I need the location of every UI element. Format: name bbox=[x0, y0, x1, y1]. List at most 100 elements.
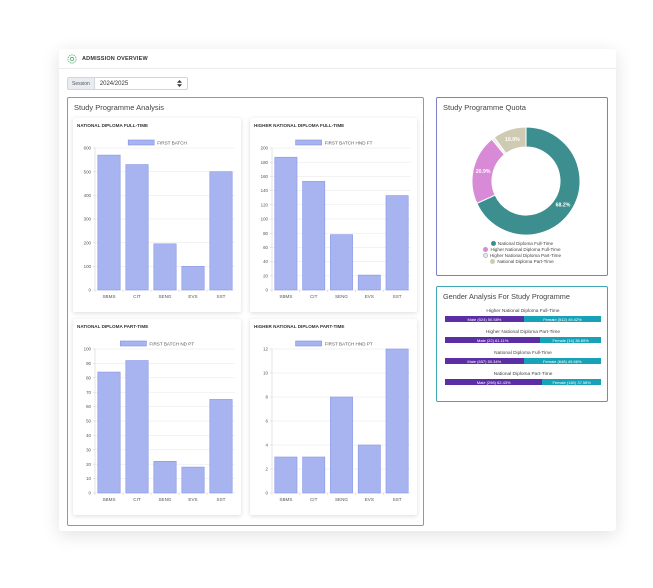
bar bbox=[181, 266, 205, 291]
bar bbox=[330, 234, 353, 291]
legend-swatch bbox=[127, 139, 155, 146]
y-tick-label: 10 bbox=[86, 476, 91, 481]
y-tick-label: 300 bbox=[84, 217, 92, 222]
y-tick-label: 100 bbox=[261, 217, 269, 222]
y-tick-label: 4 bbox=[266, 443, 269, 448]
bar bbox=[302, 456, 326, 494]
y-tick-label: 140 bbox=[261, 188, 269, 193]
bar-chart: FIRST BATCH ND PT 0 10 20 30 40 50 60 70 80 90 100 S… bbox=[84, 340, 235, 502]
legend-dot bbox=[483, 247, 489, 253]
admission-overview-card: ADMISSION OVERVIEW Session 2024/2025 Stu… bbox=[59, 49, 616, 531]
y-tick-label: 100 bbox=[84, 264, 92, 269]
bar bbox=[209, 171, 233, 291]
bar bbox=[385, 348, 409, 494]
male-segment: Male (524) 50.58% bbox=[445, 316, 524, 322]
y-tick-label: 8 bbox=[266, 395, 269, 400]
legend-item[interactable]: National Diploma Part-Time bbox=[437, 258, 607, 264]
bar bbox=[209, 399, 233, 494]
y-tick-label: 180 bbox=[261, 160, 269, 165]
bar-chart: FIRST BATCH HND FT 0 20 40 60 80 100 120 140 160 1… bbox=[261, 139, 411, 299]
quota-title: Study Programme Quota bbox=[443, 103, 526, 112]
bar-chart: FIRST BATCH 0 100 200 300 400 500 600 SBMS CIT SEN… bbox=[84, 139, 235, 299]
chart-title: HIGHER NATIONAL DIPLOMA FULL-TIME bbox=[254, 123, 345, 128]
legend-item[interactable]: National Diploma Full-Time bbox=[437, 241, 607, 247]
y-tick-label: 80 bbox=[86, 375, 91, 380]
gender-row-title: National Diploma Part-Time bbox=[493, 372, 553, 377]
legend-label: National Diploma Full-Time bbox=[497, 241, 554, 247]
legend-label: FIRST BATCH HND FT bbox=[325, 141, 373, 146]
session-filter: Session 2024/2025 bbox=[67, 77, 188, 90]
x-tick-label: CIT bbox=[310, 497, 318, 502]
chart-nd-part-time: NATIONAL DIPLOMA PART-TIME FIRST BATCH N… bbox=[73, 319, 241, 515]
legend-dot bbox=[490, 241, 496, 247]
bar bbox=[274, 456, 298, 494]
x-tick-label: CIT bbox=[133, 294, 141, 299]
y-tick-label: 200 bbox=[84, 240, 92, 245]
study-programme-analysis-panel: Study Programme Analysis NATIONAL DIPLOM… bbox=[67, 97, 424, 526]
chart-title: NATIONAL DIPLOMA PART-TIME bbox=[77, 324, 149, 329]
session-label: Session bbox=[67, 77, 94, 90]
sort-arrows-icon bbox=[176, 80, 182, 87]
y-tick-label: 0 bbox=[89, 288, 92, 293]
female-segment: Female (512) 49.42% bbox=[523, 316, 601, 322]
chart-nd-full-time: NATIONAL DIPLOMA FULL-TIME FIRST BATCH 0 1… bbox=[73, 118, 241, 312]
x-tick-label: SST bbox=[217, 294, 226, 299]
x-tick-label: SENG bbox=[335, 497, 348, 502]
bar bbox=[274, 156, 298, 291]
x-tick-label: EVS bbox=[188, 294, 197, 299]
legend-item[interactable]: Higher National Diploma Part-Time bbox=[437, 252, 607, 259]
y-tick-label: 160 bbox=[261, 174, 269, 179]
y-tick-label: 40 bbox=[263, 259, 268, 264]
x-tick-label: CIT bbox=[133, 497, 141, 502]
y-tick-label: 6 bbox=[266, 419, 269, 424]
y-tick-label: 600 bbox=[84, 146, 92, 151]
donut-slice bbox=[476, 126, 581, 236]
bar bbox=[97, 154, 121, 291]
y-tick-label: 400 bbox=[84, 193, 92, 198]
legend-dot bbox=[490, 258, 496, 264]
gender-row: National Diploma Part-Time Male (298) 62.… bbox=[445, 372, 601, 385]
gender-title: Gender Analysis For Study Programme bbox=[443, 292, 570, 301]
gender-progress-bar: Male (524) 50.58% Female (512) 49.42% bbox=[445, 316, 601, 322]
bar bbox=[153, 461, 177, 494]
donut-slice bbox=[493, 126, 527, 155]
y-tick-label: 0 bbox=[89, 491, 92, 496]
session-select[interactable]: 2024/2025 bbox=[93, 77, 188, 90]
legend-item[interactable]: Higher National Diploma Full-Time bbox=[437, 247, 607, 253]
bar bbox=[357, 444, 381, 494]
y-tick-label: 20 bbox=[86, 462, 91, 467]
chart-title: NATIONAL DIPLOMA FULL-TIME bbox=[77, 123, 149, 128]
gender-row: Higher National Diploma Part-Time Male (2… bbox=[445, 330, 601, 343]
female-segment: Female (14) 38.89% bbox=[540, 337, 601, 343]
gender-row: National Diploma Full-Time Male (657) 50.… bbox=[445, 351, 601, 364]
x-tick-label: SST bbox=[217, 497, 226, 502]
card-header: ADMISSION OVERVIEW bbox=[59, 49, 616, 69]
y-tick-label: 120 bbox=[261, 202, 269, 207]
y-tick-label: 500 bbox=[84, 169, 92, 174]
x-tick-label: SBMS bbox=[102, 497, 115, 502]
slice-label: 10.0% bbox=[505, 137, 520, 143]
bar-chart: FIRST BATCH HND PT 0 2 4 6 8 10 12 SBMS CIT SENG EV… bbox=[263, 340, 411, 502]
female-segment: Female (648) 49.66% bbox=[523, 358, 601, 364]
y-tick-label: 60 bbox=[263, 245, 268, 250]
bar bbox=[181, 466, 205, 494]
female-segment: Female (180) 37.58% bbox=[542, 379, 601, 385]
bar bbox=[302, 181, 326, 291]
legend-swatch bbox=[295, 139, 322, 146]
legend-label: Higher National Diploma Full-Time bbox=[490, 247, 561, 253]
y-tick-label: 20 bbox=[263, 273, 268, 278]
y-tick-label: 90 bbox=[86, 361, 91, 366]
x-tick-label: SBMS bbox=[279, 497, 292, 502]
y-tick-label: 40 bbox=[86, 433, 91, 438]
y-tick-label: 0 bbox=[266, 491, 269, 496]
quota-legend: National Diploma Full-Time Higher Nationa… bbox=[437, 241, 607, 264]
donut-chart: 68.2% 20.9% 10.0% bbox=[471, 126, 581, 236]
gender-progress-bar: Male (22) 61.11% Female (14) 38.89% bbox=[445, 337, 601, 343]
gender-row-title: Higher National Diploma Part-Time bbox=[485, 330, 561, 335]
x-tick-label: EVS bbox=[188, 497, 197, 502]
gender-row-title: National Diploma Full-Time bbox=[494, 351, 552, 356]
analysis-title: Study Programme Analysis bbox=[74, 103, 165, 112]
male-segment: Male (22) 61.11% bbox=[445, 337, 541, 343]
bar bbox=[330, 396, 353, 494]
bar bbox=[357, 274, 381, 291]
